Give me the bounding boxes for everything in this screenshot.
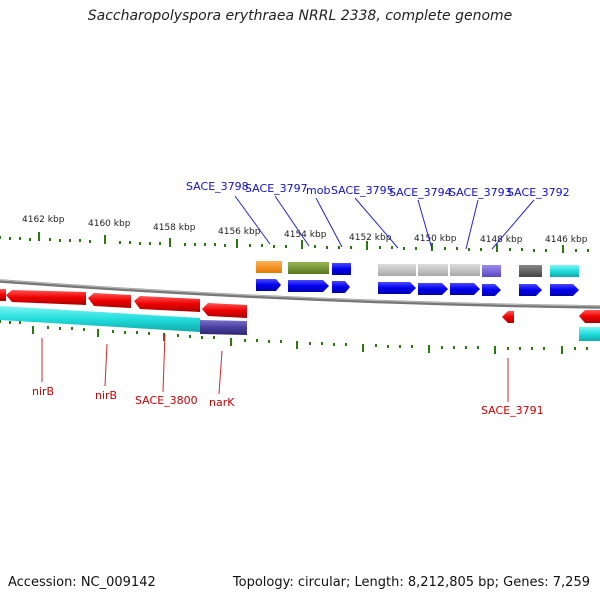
gene-label-sace-3792[interactable]: SACE_3792 (507, 186, 570, 199)
cds-arrow-sace-3797[interactable] (288, 280, 329, 292)
cds-arrow-sace-3792[interactable] (482, 284, 501, 296)
gene-label-sace-3794[interactable]: SACE_3794 (389, 186, 452, 199)
bottom-scale-ticks (0, 320, 588, 354)
cds-arrow-sace-3791[interactable] (502, 311, 514, 323)
gene-label-sace-3795[interactable]: SACE_3795 (331, 184, 394, 197)
map-title: Saccharopolyspora erythraea NRRL 2338, c… (87, 8, 513, 24)
cds-arrow-mob[interactable] (332, 281, 350, 293)
feature-blue-mob[interactable] (332, 263, 351, 275)
cds-arrow-sace-3793[interactable] (450, 283, 480, 295)
feature-purple-narK[interactable] (200, 320, 247, 335)
gene-label-sace-3791[interactable]: SACE_3791 (481, 404, 544, 417)
scale-label-4150: 4150 kbp (414, 234, 457, 244)
gene-label-nirB-1[interactable]: nirB (32, 385, 54, 398)
gene-label-sace-3793[interactable]: SACE_3793 (449, 186, 512, 199)
cds-arrow-sace-3794[interactable] (418, 283, 448, 295)
scale-label-4156: 4156 kbp (218, 227, 261, 237)
feature-grey-2[interactable] (418, 264, 448, 276)
cds-arrow-unlabeled-1[interactable] (519, 284, 542, 296)
gene-label-sace-3800[interactable]: SACE_3800 (135, 394, 198, 407)
scale-label-4162: 4162 kbp (22, 215, 65, 225)
gene-label-sace-3797[interactable]: SACE_3797 (245, 182, 308, 195)
genome-backbone (0, 279, 600, 309)
feature-cyan-left[interactable] (0, 306, 200, 332)
scale-label-4154: 4154 kbp (284, 230, 327, 240)
cds-arrow-sace-3795[interactable] (378, 282, 416, 294)
feature-olive[interactable] (288, 262, 329, 274)
feature-cyan-right-bottom[interactable] (579, 327, 600, 341)
gene-label-narK[interactable]: narK (209, 396, 235, 409)
cds-arrow-narK[interactable] (202, 303, 247, 318)
feature-grey-1[interactable] (378, 264, 416, 276)
reverse-cds-arrows (0, 289, 600, 323)
gene-label-nirB-2[interactable]: nirB (95, 389, 117, 402)
forward-cds-arrows (256, 279, 579, 296)
cds-arrow-sace-3798[interactable] (256, 279, 281, 291)
gene-label-sace-3798[interactable]: SACE_3798 (186, 180, 249, 193)
feature-cyan-right[interactable] (550, 265, 579, 277)
cds-arrow-left-edge[interactable] (0, 289, 6, 301)
top-leader-lines (234, 195, 535, 250)
accession-text: Accession: NC_009142 (8, 575, 156, 590)
scale-label-4160: 4160 kbp (88, 219, 131, 229)
feature-grey-3[interactable] (450, 264, 480, 276)
cds-arrow-nirB-1[interactable] (6, 290, 86, 305)
feature-lavender[interactable] (482, 265, 501, 277)
scale-label-4152: 4152 kbp (349, 233, 392, 243)
scale-label-4148: 4148 kbp (480, 235, 523, 245)
feature-dark-grey[interactable] (519, 265, 542, 277)
gene-label-mob[interactable]: mob (306, 184, 330, 197)
feature-orange[interactable] (256, 261, 282, 273)
scale-label-4146: 4146 kbp (545, 235, 588, 245)
cds-arrow-unlabeled-2[interactable] (550, 284, 579, 296)
genome-backbone-highlight (0, 279, 600, 307)
cds-arrow-right-edge[interactable] (579, 310, 600, 323)
cds-arrow-sace-3800[interactable] (134, 296, 200, 312)
top-scale-ticks (0, 232, 589, 253)
cds-arrow-nirB-2[interactable] (88, 293, 131, 308)
scale-label-4158: 4158 kbp (153, 223, 196, 233)
genome-summary-text: Topology: circular; Length: 8,212,805 bp… (232, 575, 590, 590)
bottom-leader-lines (41, 333, 509, 402)
